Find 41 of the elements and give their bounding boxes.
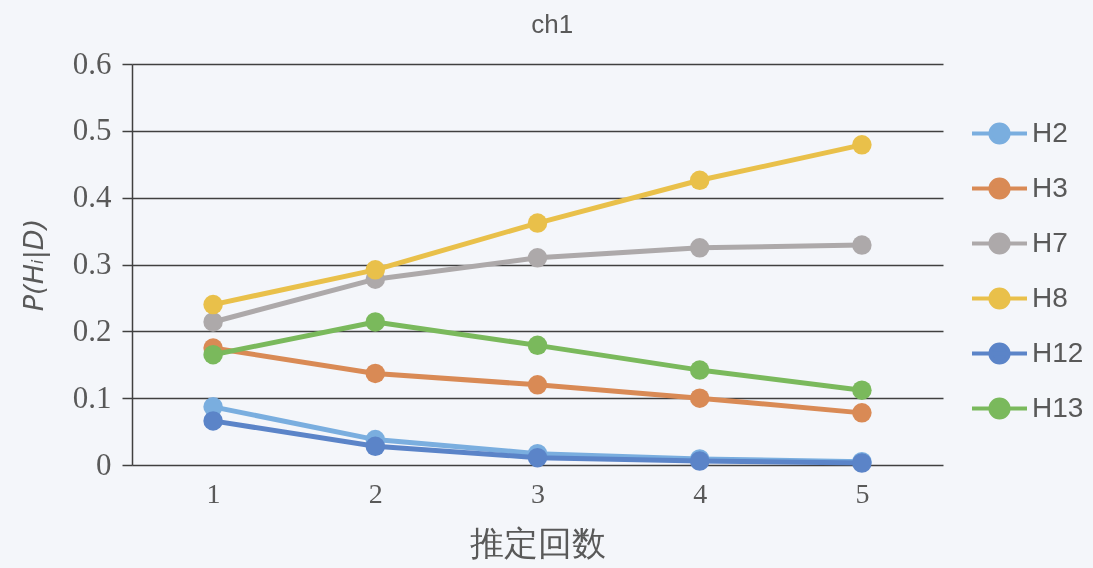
point bbox=[852, 403, 872, 423]
y-tick-label: 0.5 bbox=[72, 112, 112, 148]
point bbox=[527, 248, 548, 268]
x-tick-label: 5 bbox=[855, 477, 870, 509]
point bbox=[689, 238, 710, 258]
point bbox=[689, 170, 710, 191]
y-tick-label: 0 bbox=[96, 446, 112, 482]
legend-label: H7 bbox=[1032, 226, 1068, 258]
legend-label: H3 bbox=[1032, 171, 1068, 203]
chart-title: ch1 bbox=[531, 9, 574, 39]
point bbox=[365, 312, 386, 332]
x-tick-label: 2 bbox=[368, 477, 383, 509]
point bbox=[365, 363, 386, 384]
legend-label: H12 bbox=[1032, 336, 1084, 368]
y-axis-title: P(Hᵢ|D) bbox=[17, 218, 50, 312]
legend-label: H8 bbox=[1032, 281, 1068, 313]
x-axis-title: 推定回数 bbox=[470, 522, 606, 563]
y-tick-label: 0.2 bbox=[72, 312, 112, 348]
point bbox=[365, 260, 386, 280]
point bbox=[203, 294, 223, 315]
y-tick-label: 0.3 bbox=[72, 246, 112, 281]
point bbox=[689, 388, 710, 408]
x-tick-label: 1 bbox=[206, 477, 221, 509]
point bbox=[852, 135, 872, 155]
point bbox=[203, 312, 223, 332]
point bbox=[527, 335, 548, 356]
y-tick-label: 0.6 bbox=[72, 45, 112, 81]
point bbox=[852, 235, 872, 255]
point bbox=[689, 360, 710, 380]
x-tick-label: 3 bbox=[531, 477, 545, 509]
point bbox=[203, 345, 223, 365]
legend-label: H13 bbox=[1032, 391, 1084, 423]
point bbox=[852, 380, 872, 400]
legend-label: H2 bbox=[1032, 116, 1068, 148]
point bbox=[203, 411, 223, 431]
point bbox=[527, 213, 548, 233]
y-tick-label: 0.4 bbox=[72, 179, 112, 215]
point bbox=[527, 375, 548, 395]
y-tick-label: 0.1 bbox=[72, 379, 112, 415]
point bbox=[365, 436, 386, 457]
x-tick-label: 4 bbox=[693, 477, 708, 509]
